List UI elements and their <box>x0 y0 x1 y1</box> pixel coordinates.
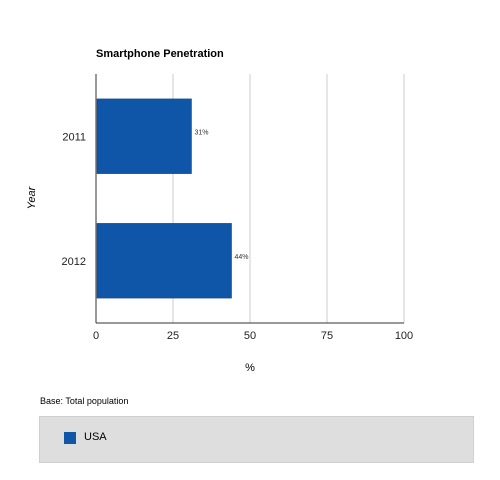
data-label: 44% <box>235 254 249 261</box>
legend-label: USA <box>84 431 107 443</box>
chart-title: Smartphone Penetration <box>96 48 224 60</box>
x-tick-label: 75 <box>321 330 333 342</box>
bar <box>96 98 192 174</box>
bars: 31% 44% <box>96 98 249 299</box>
legend-swatch <box>64 432 76 444</box>
x-axis-label: % <box>245 362 255 374</box>
base-note: Base: Total population <box>40 396 129 406</box>
y-tick-label: 2011 <box>62 131 86 143</box>
x-tick-label: 50 <box>244 330 256 342</box>
legend: USA <box>39 416 474 463</box>
data-label: 31% <box>194 129 208 136</box>
bar <box>96 223 232 299</box>
x-tick-label: 0 <box>93 330 99 342</box>
x-tick-label: 25 <box>167 330 179 342</box>
y-axis-label: Year <box>26 185 38 209</box>
y-tick-label: 2012 <box>62 256 86 268</box>
x-tick-label: 100 <box>395 330 413 342</box>
axes: 0 25 50 75 100 2011 2012 <box>62 74 413 342</box>
bar-chart: 31% 44% 0 25 50 75 100 2011 2012 % Year <box>26 74 413 374</box>
